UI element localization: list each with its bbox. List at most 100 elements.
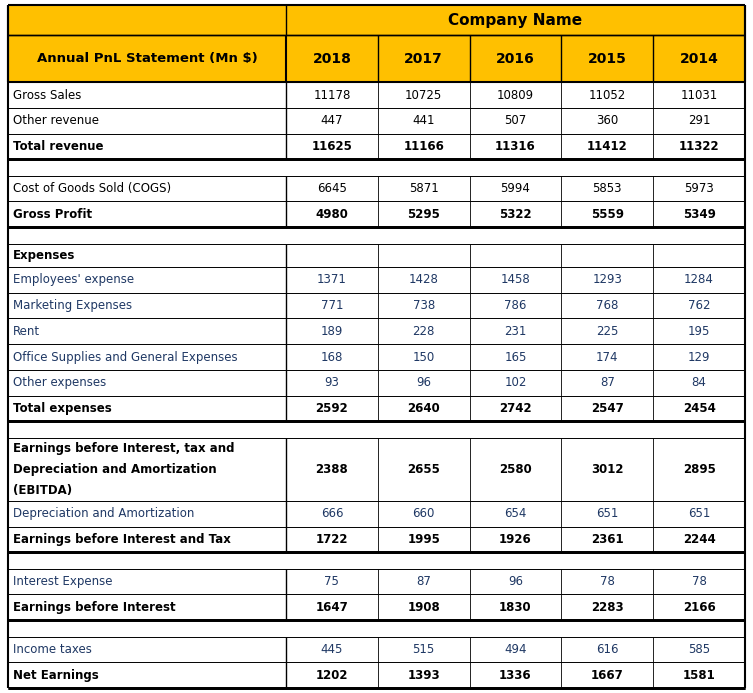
Text: 2655: 2655	[407, 463, 441, 476]
Text: 2017: 2017	[404, 52, 443, 66]
Text: 102: 102	[505, 376, 526, 389]
Text: 2166: 2166	[683, 601, 715, 614]
Text: Gross Profit: Gross Profit	[13, 208, 92, 221]
Bar	[562, 35, 653, 82]
Text: 2640: 2640	[407, 402, 440, 415]
Text: 228: 228	[413, 325, 435, 337]
Text: 768: 768	[596, 299, 618, 312]
Text: 515: 515	[413, 643, 434, 656]
Text: 11322: 11322	[678, 140, 719, 153]
Bar	[8, 202, 745, 227]
Text: 5295: 5295	[407, 208, 441, 221]
Text: 96: 96	[416, 376, 431, 389]
Text: 494: 494	[505, 643, 527, 656]
Text: 2547: 2547	[591, 402, 623, 415]
Text: 78: 78	[600, 575, 614, 588]
Bar	[8, 370, 745, 396]
Text: 786: 786	[505, 299, 526, 312]
Bar	[8, 35, 286, 82]
Text: 771: 771	[321, 299, 343, 312]
Text: 1202: 1202	[316, 669, 348, 682]
Text: 654: 654	[505, 507, 526, 520]
Bar	[8, 159, 745, 176]
Text: 2361: 2361	[591, 533, 623, 546]
Bar	[8, 569, 745, 595]
Text: Earnings before Interest, tax and: Earnings before Interest, tax and	[13, 441, 234, 455]
Text: 1647: 1647	[316, 601, 349, 614]
Bar	[286, 35, 378, 82]
Text: 616: 616	[596, 643, 618, 656]
Text: 189: 189	[321, 325, 343, 337]
Text: 2244: 2244	[683, 533, 715, 546]
Text: 5853: 5853	[593, 182, 622, 195]
Text: 3012: 3012	[591, 463, 623, 476]
Bar	[8, 5, 286, 35]
Text: 165: 165	[505, 351, 526, 364]
Bar	[8, 421, 745, 438]
Text: 11625: 11625	[312, 140, 352, 153]
Text: 1336: 1336	[499, 669, 532, 682]
Text: Income taxes: Income taxes	[13, 643, 92, 656]
Bar	[8, 134, 745, 159]
Text: 1581: 1581	[683, 669, 715, 682]
Text: 1393: 1393	[407, 669, 440, 682]
Text: 1458: 1458	[501, 273, 530, 286]
Text: 1722: 1722	[316, 533, 348, 546]
Bar	[653, 35, 745, 82]
Bar	[8, 292, 745, 318]
Text: Expenses: Expenses	[13, 249, 75, 262]
Text: Office Supplies and General Expenses: Office Supplies and General Expenses	[13, 351, 238, 364]
Text: 11316: 11316	[495, 140, 536, 153]
Bar	[286, 5, 745, 35]
Bar	[8, 637, 745, 663]
Text: 2592: 2592	[316, 402, 349, 415]
Bar	[8, 344, 745, 370]
Bar	[8, 438, 745, 501]
Text: 2895: 2895	[683, 463, 715, 476]
Text: 195: 195	[688, 325, 710, 337]
Text: 1293: 1293	[593, 273, 622, 286]
Bar	[8, 176, 745, 202]
Bar	[8, 243, 745, 267]
Text: 84: 84	[692, 376, 706, 389]
Text: 2454: 2454	[683, 402, 715, 415]
Text: 10809: 10809	[497, 89, 534, 102]
Text: Net Earnings: Net Earnings	[13, 669, 99, 682]
Text: Rent: Rent	[13, 325, 40, 337]
Text: 174: 174	[596, 351, 618, 364]
Text: Interest Expense: Interest Expense	[13, 575, 112, 588]
Text: Annual PnL Statement (Mn $): Annual PnL Statement (Mn $)	[37, 52, 258, 65]
Bar	[8, 108, 745, 134]
Text: 5349: 5349	[683, 208, 715, 221]
Bar	[8, 552, 745, 569]
Text: 441: 441	[413, 114, 435, 128]
Text: 87: 87	[416, 575, 431, 588]
Text: 1908: 1908	[407, 601, 440, 614]
Text: 651: 651	[596, 507, 618, 520]
Bar	[8, 318, 745, 344]
Text: 651: 651	[688, 507, 710, 520]
Text: 762: 762	[687, 299, 710, 312]
Text: 445: 445	[321, 643, 343, 656]
Text: 231: 231	[505, 325, 526, 337]
Text: 2018: 2018	[312, 52, 352, 66]
Text: 2014: 2014	[680, 52, 718, 66]
Text: 168: 168	[321, 351, 343, 364]
Text: Earnings before Interest and Tax: Earnings before Interest and Tax	[13, 533, 231, 546]
Text: 4980: 4980	[316, 208, 349, 221]
Text: 1284: 1284	[684, 273, 714, 286]
Text: 5973: 5973	[684, 182, 714, 195]
Text: Total revenue: Total revenue	[13, 140, 103, 153]
Text: 660: 660	[413, 507, 435, 520]
Text: 11031: 11031	[681, 89, 718, 102]
Text: 11412: 11412	[587, 140, 628, 153]
Text: Depreciation and Amortization: Depreciation and Amortization	[13, 463, 217, 476]
Text: 10725: 10725	[405, 89, 442, 102]
Text: 6645: 6645	[317, 182, 347, 195]
Bar	[8, 527, 745, 552]
Text: 447: 447	[321, 114, 343, 128]
Text: 1667: 1667	[591, 669, 623, 682]
Text: 75: 75	[325, 575, 340, 588]
Bar	[8, 620, 745, 637]
Text: 1428: 1428	[409, 273, 439, 286]
